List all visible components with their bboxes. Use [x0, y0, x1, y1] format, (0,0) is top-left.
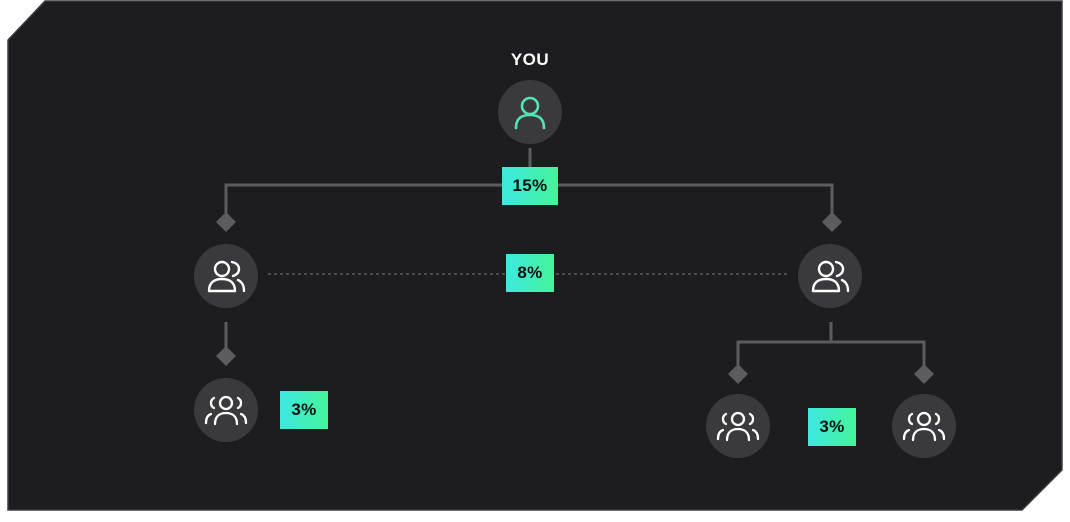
community-icon — [204, 395, 248, 426]
rate-badge-level1: 15% — [502, 167, 558, 205]
diamond-left-sub — [216, 346, 236, 366]
left-sub-group-node[interactable] — [194, 378, 258, 442]
users-icon — [207, 260, 246, 293]
connector-diamonds — [216, 212, 934, 384]
diamond-right-sub-b — [914, 364, 934, 384]
user-icon — [514, 96, 546, 130]
right-group-node[interactable] — [798, 244, 862, 308]
root-node[interactable] — [498, 80, 562, 144]
users-icon — [811, 260, 850, 293]
community-icon — [716, 411, 760, 442]
rate-badge-between-level1: 8% — [506, 254, 554, 292]
left-group-node[interactable] — [194, 244, 258, 308]
right-sub-group-node-a[interactable] — [706, 394, 770, 458]
community-icon — [902, 411, 946, 442]
right-sub-group-node-b[interactable] — [892, 394, 956, 458]
diamond-right — [822, 212, 842, 232]
rate-badge-level2-right: 3% — [808, 408, 856, 446]
diamond-right-sub-a — [728, 364, 748, 384]
diamond-left — [216, 212, 236, 232]
rate-badge-level2-left: 3% — [280, 391, 328, 429]
root-label: YOU — [510, 50, 550, 69]
